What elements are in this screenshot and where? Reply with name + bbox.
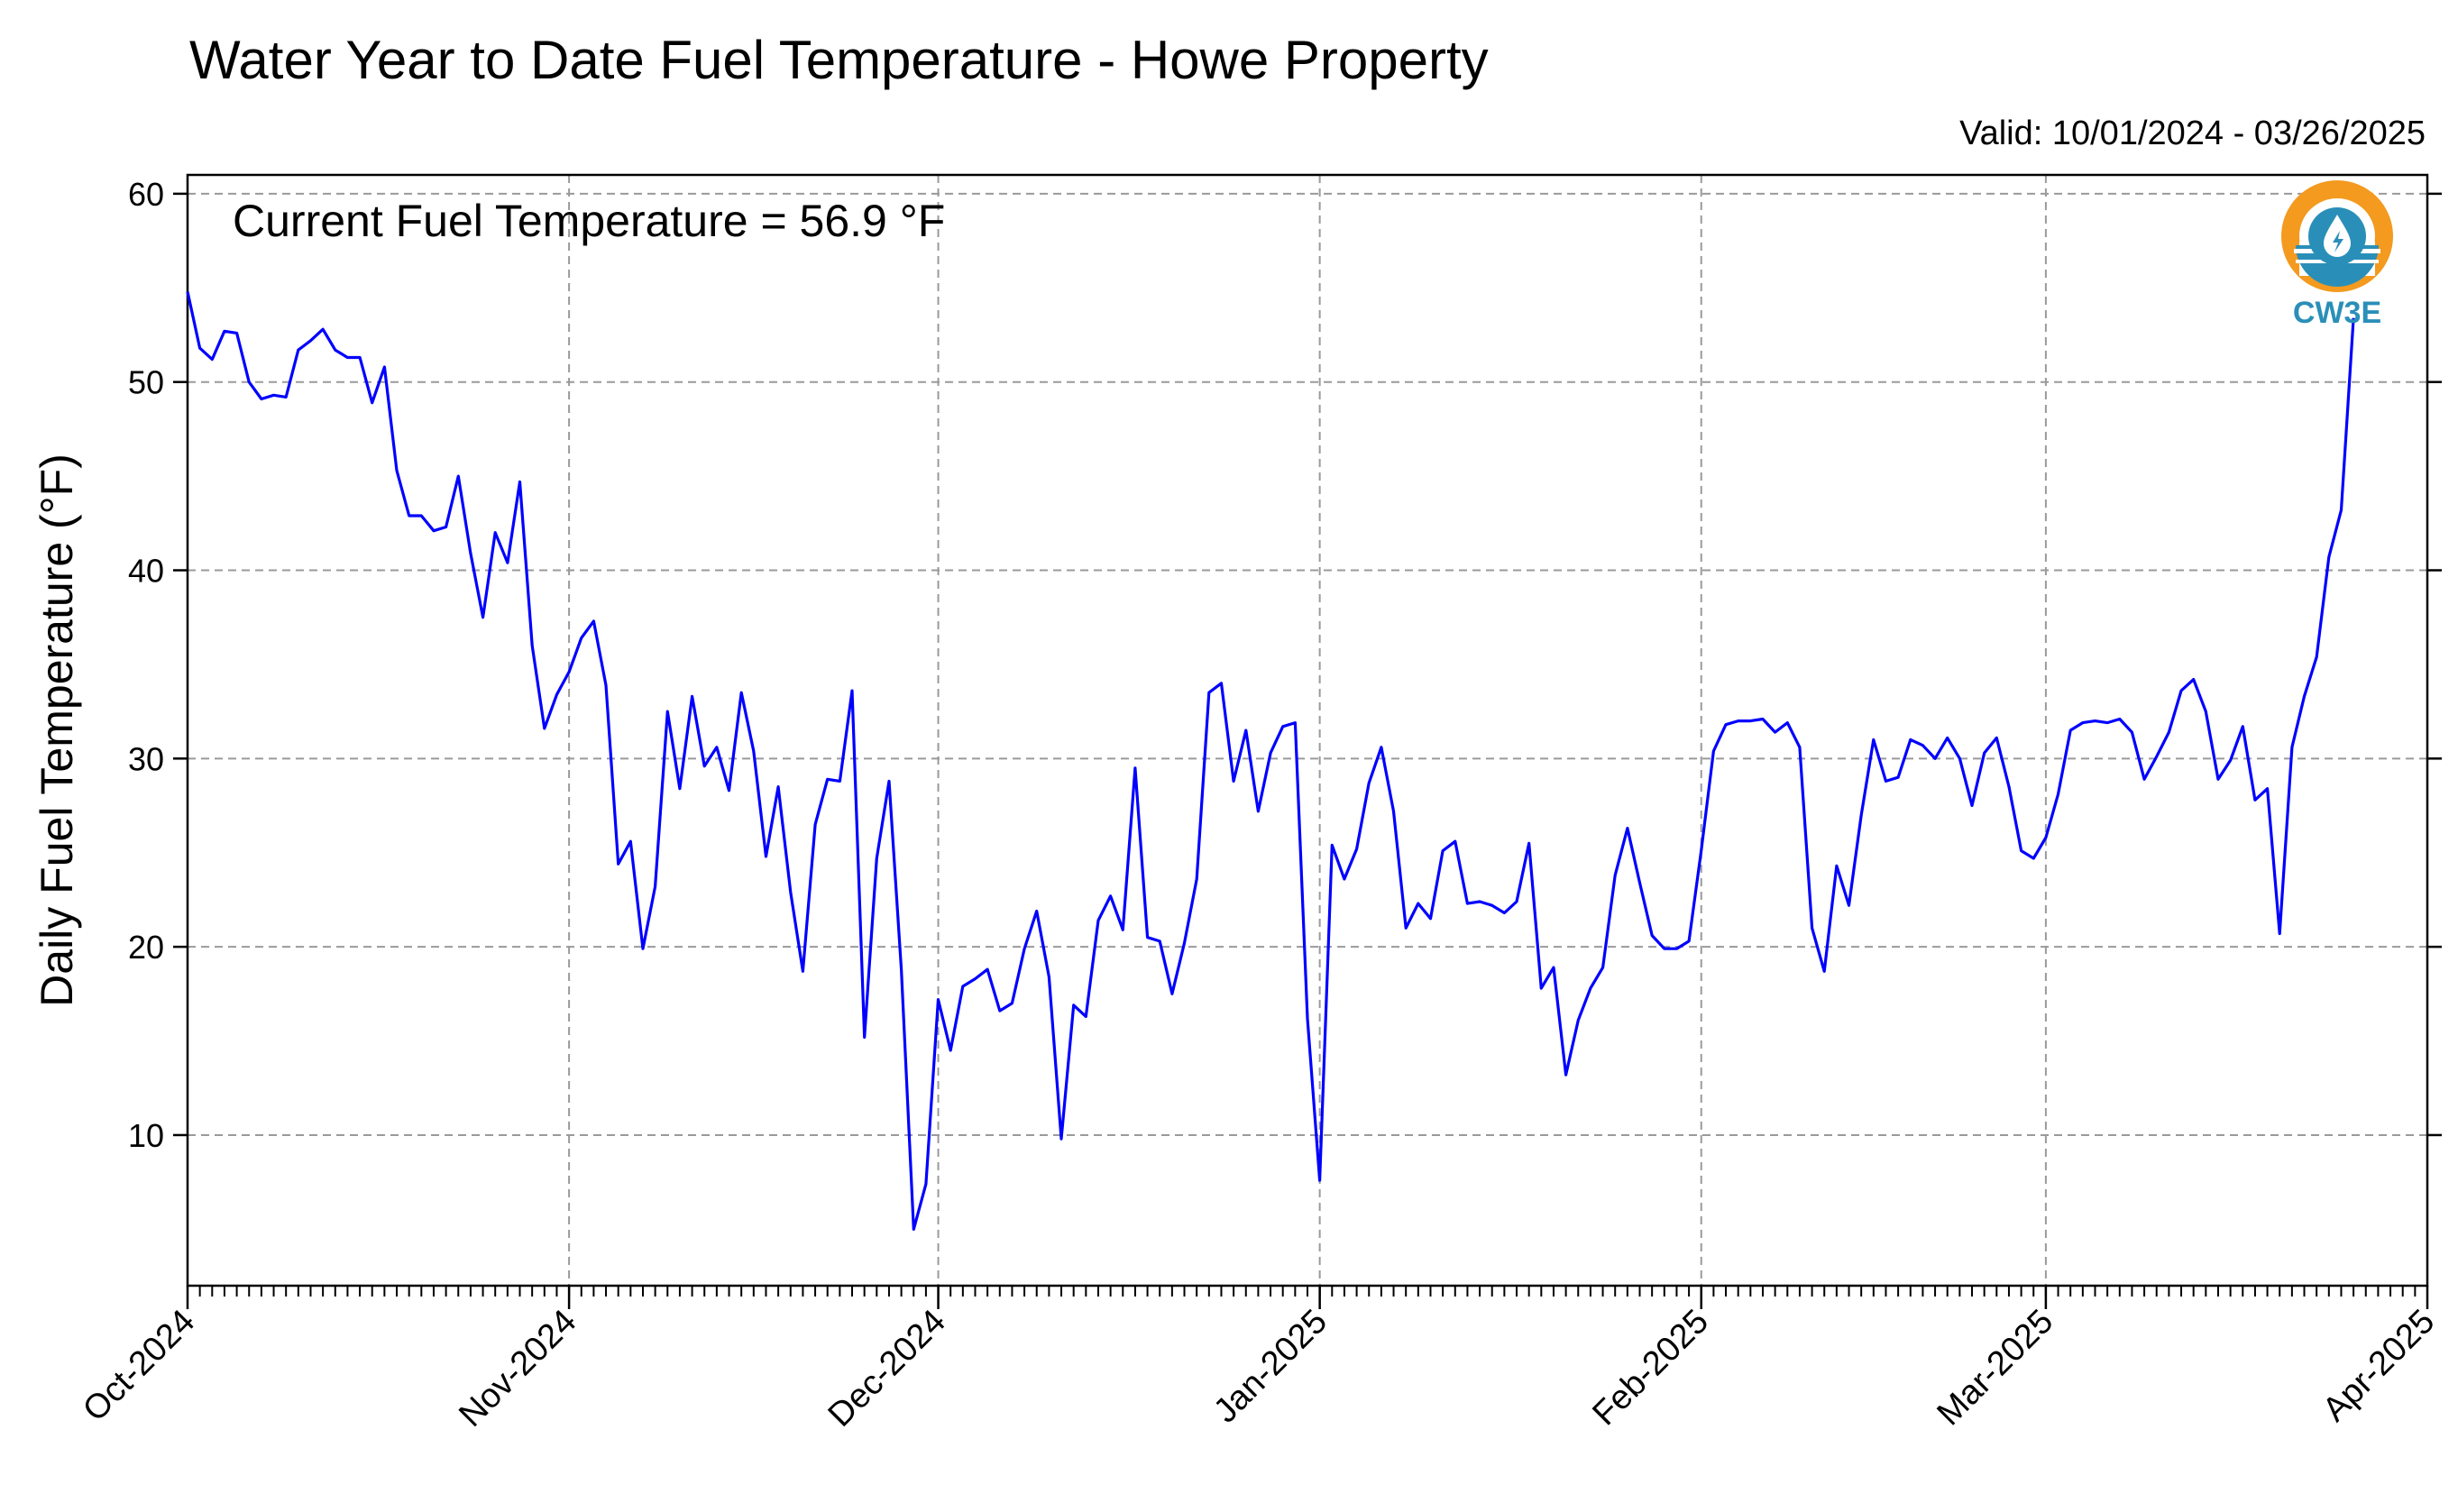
plot-area-frame — [186, 173, 2429, 1287]
x-tick-label: Apr-2025 — [2316, 1303, 2442, 1429]
x-tick-label: Feb-2025 — [1585, 1303, 1716, 1434]
logo-text: CW3E — [2293, 296, 2381, 330]
fuel-temperature-line — [186, 291, 2355, 1232]
x-tick-label: Mar-2025 — [1931, 1303, 2061, 1434]
x-tick-label: Nov-2024 — [452, 1303, 583, 1434]
y-tick-label: 50 — [128, 364, 164, 401]
grid-lines — [188, 175, 2427, 1286]
x-tick-label: Dec-2024 — [821, 1303, 953, 1434]
current-temperature-annotation: Current Fuel Temperature = 56.9 °F — [233, 196, 945, 246]
y-tick-label: 40 — [128, 553, 164, 590]
y-tick-label: 30 — [128, 740, 164, 777]
valid-date-range: Valid: 10/01/2024 - 03/26/2025 — [1959, 115, 2426, 152]
x-tick-label: Oct-2024 — [76, 1303, 202, 1429]
y-tick-label: 20 — [128, 929, 164, 966]
y-axis-label: Daily Fuel Temperature (°F) — [32, 454, 82, 1007]
y-tick-label: 10 — [128, 1117, 164, 1154]
x-tick-label: Jan-2025 — [1206, 1303, 1334, 1431]
y-axis-ticks: 10 20 30 40 50 60 — [128, 176, 2442, 1154]
cw3e-logo: CW3E — [2281, 180, 2393, 330]
y-tick-label: 60 — [128, 176, 164, 213]
chart-title: Water Year to Date Fuel Temperature - Ho… — [189, 30, 1489, 90]
x-axis-ticks: Oct-2024 Nov-2024 Dec-2024 Jan-2025 Feb-2025… — [76, 1286, 2442, 1434]
